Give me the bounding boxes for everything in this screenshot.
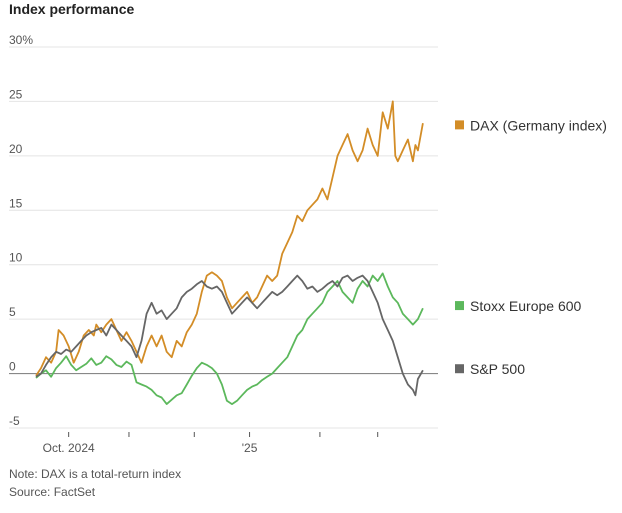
y-tick-label-4: 10 (9, 251, 23, 265)
y-tick-label-2: 20 (9, 142, 23, 156)
axes: 30% 25 20 15 10 5 0 -5 Oct. 2024 '25 (9, 33, 438, 455)
y-tick-label-1: 25 (9, 87, 23, 101)
legend-label-2: S&P 500 (470, 361, 525, 377)
legend: DAX (Germany index) Stoxx Europe 600 S&P 5… (455, 117, 607, 377)
legend-swatch-2 (455, 364, 464, 374)
series-line-stoxx-europe-600 (35, 272, 424, 405)
legend-label-0: DAX (Germany index) (470, 117, 607, 133)
footnote: Note: DAX is a total-return index (9, 467, 182, 481)
series (35, 100, 424, 405)
y-tick-label-0: 30% (9, 33, 33, 47)
x-tick-label-3: '25 (242, 441, 258, 455)
y-tick-label-6: 0 (9, 360, 16, 374)
legend-label-1: Stoxx Europe 600 (470, 298, 582, 314)
chart-title: Index performance (9, 1, 135, 17)
series-line-s-p-500 (35, 274, 424, 397)
series-line-dax-germany-index- (35, 100, 424, 377)
legend-swatch-0 (455, 120, 464, 130)
x-tick-label-0: Oct. 2024 (43, 441, 95, 455)
source-line: Source: FactSet (9, 485, 96, 499)
y-tick-label-7: -5 (9, 414, 20, 428)
y-tick-label-5: 5 (9, 305, 16, 319)
y-tick-label-3: 15 (9, 196, 23, 210)
gridlines (9, 46, 438, 429)
legend-swatch-1 (455, 301, 464, 311)
